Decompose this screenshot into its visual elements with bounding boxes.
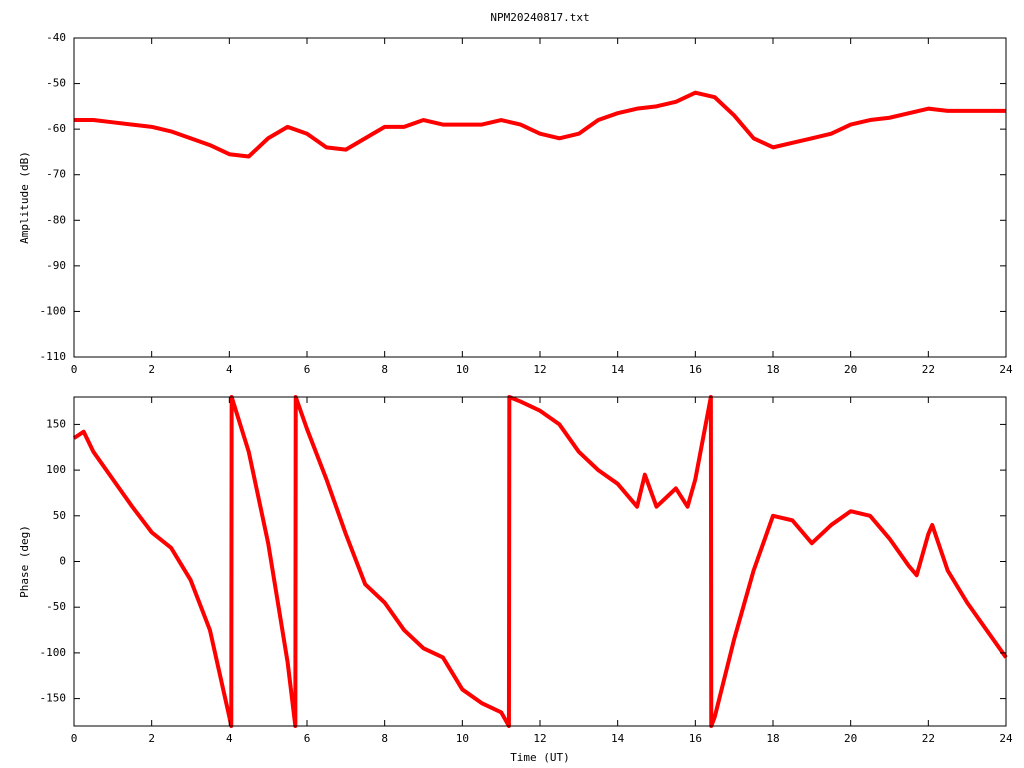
x-axis-label: Time (UT) (510, 751, 570, 764)
x-tick-label: 22 (922, 732, 935, 745)
x-tick-label: 2 (148, 363, 155, 376)
x-tick-label: 0 (71, 732, 78, 745)
x-tick-label: 6 (304, 363, 311, 376)
x-tick-label: 12 (533, 732, 546, 745)
x-tick-label: 20 (844, 363, 857, 376)
x-tick-label: 18 (766, 363, 779, 376)
y-tick-label: 100 (46, 463, 66, 476)
y-tick-label: -110 (40, 350, 67, 363)
y-axis-label: Phase (deg) (18, 525, 31, 598)
data-line (72, 395, 1008, 728)
x-tick-label: 8 (381, 363, 388, 376)
y-tick-label: -60 (46, 122, 66, 135)
data-line (74, 90, 1006, 159)
x-tick-label: 10 (456, 732, 469, 745)
x-tick-label: 10 (456, 363, 469, 376)
x-tick-label: 24 (999, 363, 1013, 376)
y-tick-label: 50 (53, 509, 66, 522)
y-tick-label: -50 (46, 77, 66, 90)
plot-frame (73, 396, 1007, 727)
y-tick-label: -70 (46, 168, 66, 181)
y-tick-label: 0 (59, 555, 66, 568)
y-tick-label: -100 (40, 646, 67, 659)
x-tick-label: 22 (922, 363, 935, 376)
y-tick-label: -150 (40, 692, 67, 705)
x-tick-label: 0 (71, 363, 78, 376)
y-axis-label: Amplitude (dB) (18, 151, 31, 244)
plot-frame (73, 37, 1007, 358)
x-tick-label: 16 (689, 363, 702, 376)
x-tick-label: 8 (381, 732, 388, 745)
x-tick-label: 24 (999, 732, 1013, 745)
x-tick-label: 14 (611, 363, 625, 376)
chart-title: NPM20240817.txt (490, 11, 589, 24)
x-tick-label: 16 (689, 732, 702, 745)
y-tick-label: -50 (46, 600, 66, 613)
x-tick-label: 14 (611, 732, 625, 745)
x-tick-label: 2 (148, 732, 155, 745)
y-tick-label: -90 (46, 259, 66, 272)
x-tick-label: 12 (533, 363, 546, 376)
x-tick-label: 4 (226, 363, 233, 376)
y-tick-label: -80 (46, 213, 66, 226)
y-tick-label: -40 (46, 31, 66, 44)
x-tick-label: 18 (766, 732, 779, 745)
x-tick-label: 4 (226, 732, 233, 745)
y-tick-label: 150 (46, 417, 66, 430)
y-tick-label: -100 (40, 304, 67, 317)
x-tick-label: 6 (304, 732, 311, 745)
x-tick-label: 20 (844, 732, 857, 745)
